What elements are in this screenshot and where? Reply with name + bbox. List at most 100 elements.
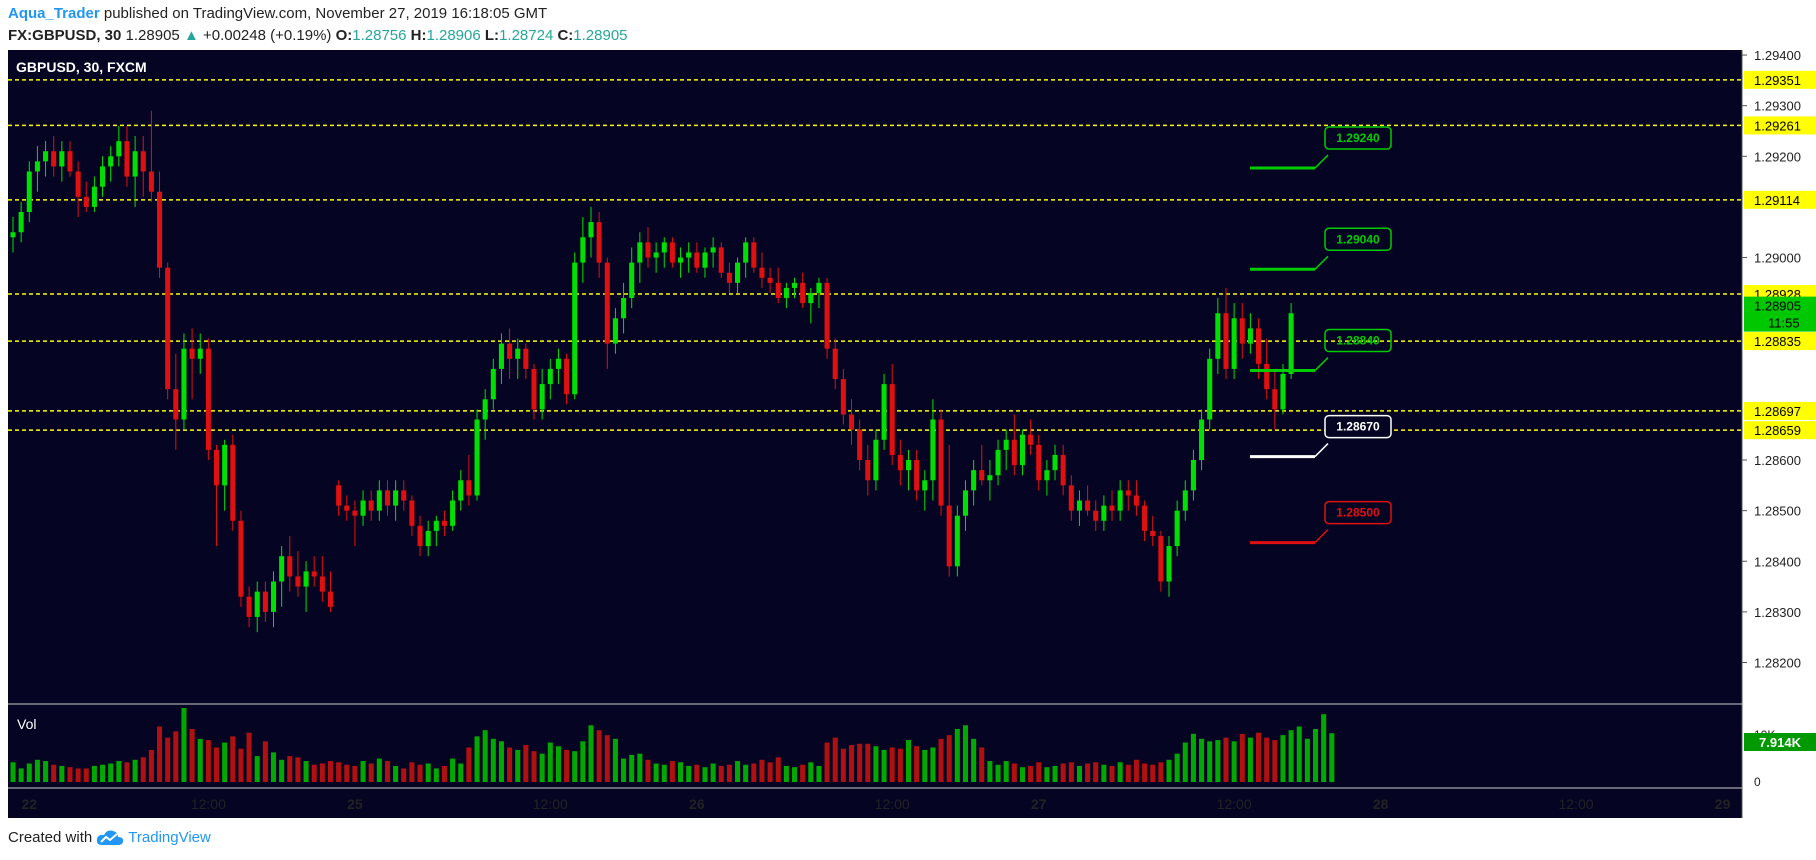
candle-body	[197, 348, 203, 359]
volume-bar	[75, 768, 81, 782]
candle-body	[393, 490, 399, 506]
volume-bar	[645, 759, 651, 782]
volume-bar	[51, 764, 57, 782]
candle-body	[1223, 313, 1229, 369]
volume-bar	[1182, 742, 1188, 782]
tradingview-cloud-icon	[97, 830, 124, 846]
volume-bar	[1142, 763, 1148, 782]
volume-bar	[1150, 764, 1156, 782]
candle-body	[376, 490, 382, 511]
candle-body	[303, 571, 309, 587]
candle-body	[1044, 470, 1050, 481]
volume-bar	[384, 761, 391, 782]
volume-bar	[735, 761, 741, 782]
publish-line: Aqua_Trader published on TradingView.com…	[8, 3, 628, 25]
candle-body	[759, 267, 765, 278]
candle-body	[848, 414, 855, 430]
candle-body	[311, 571, 317, 577]
x-tick-label: 12:00	[875, 796, 910, 812]
volume-bar	[1101, 764, 1107, 782]
level-price-tag-bg	[1744, 332, 1816, 351]
volume-bar	[173, 731, 179, 782]
candle-body	[222, 444, 228, 486]
candle-body	[1158, 535, 1164, 582]
candle-body	[596, 222, 602, 263]
candle-body	[287, 556, 293, 577]
volume-bar	[661, 764, 667, 782]
candle-body	[401, 490, 407, 501]
volume-bar	[1329, 733, 1335, 782]
candle-body	[922, 480, 928, 491]
candle-body	[319, 576, 325, 592]
volume-bar	[474, 736, 480, 782]
chart-canvas[interactable]: GBPUSD, 30, FXCM Vol 1.29240 1.29040 1.288…	[0, 0, 1816, 820]
tradingview-brand-link[interactable]: TradingView	[128, 829, 211, 846]
x-tick-label: 12:00	[533, 796, 568, 812]
volume-bar	[588, 725, 594, 782]
target-connector-3	[1314, 443, 1329, 458]
volume-bar	[1174, 753, 1180, 782]
high-value: 1.28906	[426, 27, 481, 44]
candle-body	[1190, 460, 1196, 491]
candle-body	[686, 252, 692, 258]
volume-bar	[669, 761, 675, 782]
volume-bar	[612, 738, 618, 782]
volume-bar	[67, 767, 73, 782]
y-tick-label: 1.28400	[1754, 554, 1801, 569]
candle-body	[10, 232, 16, 238]
candle-body	[1109, 505, 1115, 511]
volume-bar	[832, 737, 838, 782]
symbol-label: FX:GBPUSD, 30	[8, 27, 122, 44]
candle-body	[580, 237, 586, 263]
price-change: +0.00248 (+0.19%)	[202, 27, 332, 44]
target-label-box-0	[1324, 126, 1392, 150]
volume-bar	[132, 759, 138, 782]
volume-bar	[857, 743, 863, 782]
volume-bar	[1247, 737, 1253, 782]
candle-body	[1150, 530, 1156, 536]
candle-body	[417, 525, 423, 547]
target-label-0: 1.29240	[1336, 131, 1380, 145]
volume-bar	[401, 768, 407, 782]
volume-bar	[962, 725, 969, 782]
volume-bar	[409, 762, 415, 782]
candle-body	[384, 490, 391, 506]
candle-body	[840, 379, 846, 415]
target-connector-0	[1314, 154, 1329, 169]
volume-bar	[1304, 738, 1310, 782]
candle-body	[165, 267, 171, 390]
volume-bar	[694, 764, 700, 782]
candle-body	[213, 449, 220, 486]
open-label: O:	[335, 27, 353, 44]
candle-body	[116, 141, 122, 157]
candle-body	[498, 343, 504, 369]
volume-bar	[808, 762, 814, 782]
volume-bar	[848, 745, 855, 782]
candle-body	[100, 166, 106, 187]
volume-bar	[1011, 763, 1017, 782]
candle-body	[157, 191, 163, 268]
volume-bar	[238, 748, 244, 782]
candle-body	[1272, 389, 1278, 410]
volume-bar	[767, 762, 773, 782]
volume-bar	[352, 765, 358, 782]
candle-body	[59, 151, 65, 167]
volume-bar	[482, 730, 488, 782]
volume-bar	[1272, 740, 1278, 782]
candle-body	[433, 520, 439, 531]
candle-body	[327, 591, 334, 607]
volume-bar	[360, 761, 366, 782]
candle-body	[531, 368, 537, 410]
volume-bar	[596, 730, 602, 782]
volume-bar	[604, 735, 610, 782]
candle-body	[108, 156, 114, 167]
candle-body	[808, 292, 814, 304]
author-link[interactable]: Aqua_Trader	[8, 5, 100, 22]
volume-bar	[686, 765, 692, 782]
volume-bar	[1093, 762, 1099, 782]
candle-body	[67, 151, 73, 172]
candle-body	[344, 505, 350, 511]
low-value: 1.28724	[499, 27, 554, 44]
candle-body	[91, 186, 97, 207]
volume-bar	[653, 763, 659, 782]
